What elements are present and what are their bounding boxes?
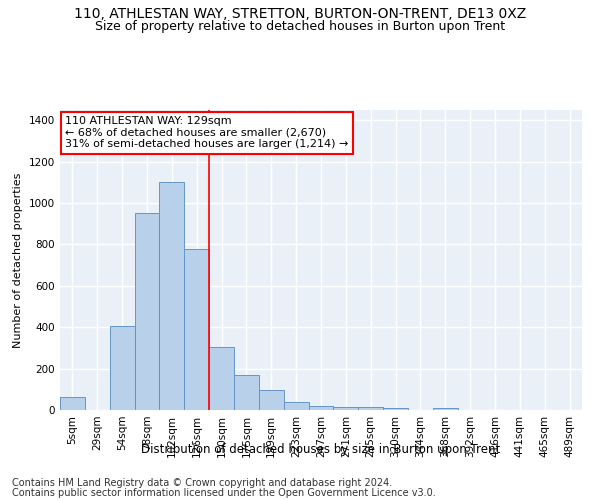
Text: 110 ATHLESTAN WAY: 129sqm
← 68% of detached houses are smaller (2,670)
31% of se: 110 ATHLESTAN WAY: 129sqm ← 68% of detac… [65,116,349,149]
Text: Distribution of detached houses by size in Burton upon Trent: Distribution of detached houses by size … [142,442,500,456]
Bar [209,347,234,410]
Bar [234,375,259,410]
Text: Contains HM Land Registry data © Crown copyright and database right 2024.: Contains HM Land Registry data © Crown c… [12,478,392,488]
Bar [334,407,358,410]
Bar [284,402,308,410]
Text: 110, ATHLESTAN WAY, STRETTON, BURTON-ON-TRENT, DE13 0XZ: 110, ATHLESTAN WAY, STRETTON, BURTON-ON-… [74,8,526,22]
Bar [60,396,85,410]
Bar [308,406,334,410]
Text: Contains public sector information licensed under the Open Government Licence v3: Contains public sector information licen… [12,488,436,498]
Bar [110,326,134,410]
Bar [160,182,184,410]
Text: Size of property relative to detached houses in Burton upon Trent: Size of property relative to detached ho… [95,20,505,33]
Bar [184,248,209,410]
Bar [134,214,160,410]
Bar [259,390,284,410]
Y-axis label: Number of detached properties: Number of detached properties [13,172,23,348]
Bar [433,408,458,410]
Bar [358,407,383,410]
Bar [383,408,408,410]
